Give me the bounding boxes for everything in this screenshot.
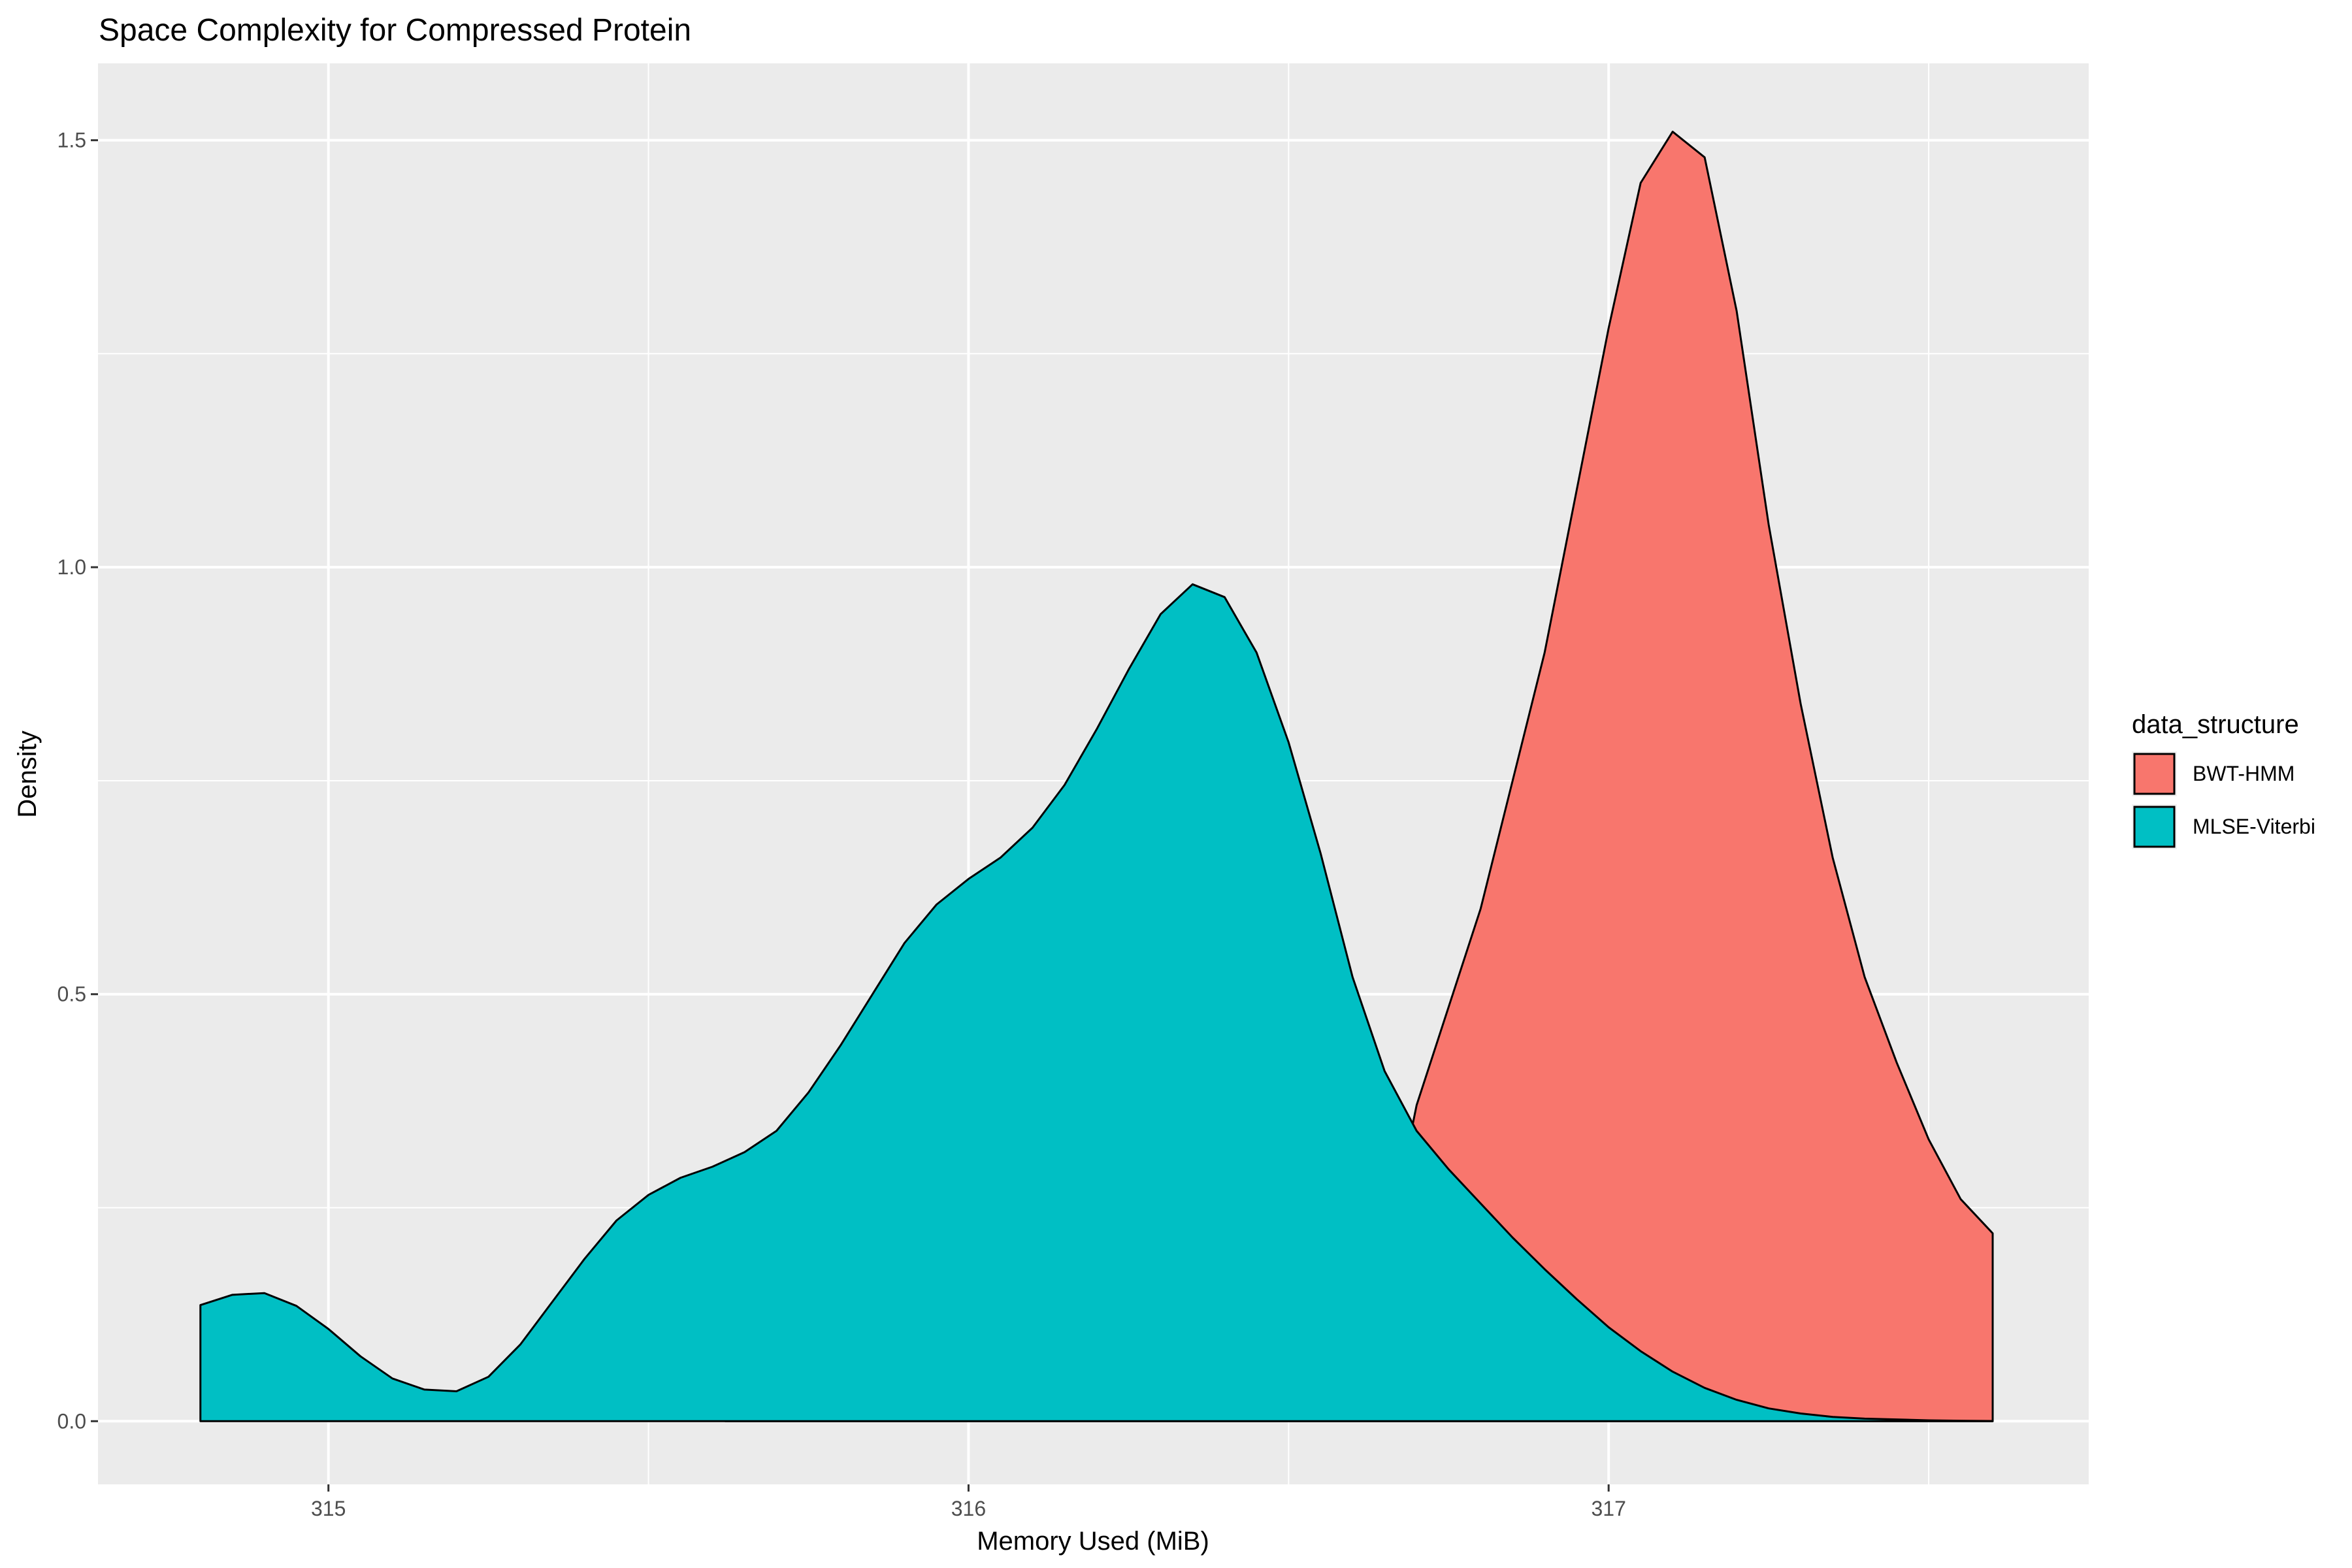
legend-key-swatch — [2133, 753, 2176, 795]
x-tick-label: 315 — [311, 1497, 346, 1520]
legend-label: BWT-HMM — [2193, 762, 2295, 785]
density-area-mlse-viterbi — [199, 583, 1994, 1422]
y-tick-label: 1.5 — [57, 129, 86, 152]
chart-title: Space Complexity for Compressed Protein — [99, 13, 691, 48]
y-tick-label: 1.0 — [57, 555, 86, 579]
x-axis: 315 316 317 — [311, 1484, 1626, 1520]
y-tick-label: 0.0 — [57, 1409, 86, 1433]
x-tick-label: 317 — [1591, 1497, 1625, 1520]
legend-title: data_structure — [2132, 710, 2299, 739]
density-areas — [199, 131, 1994, 1422]
y-tick-label: 0.5 — [57, 983, 86, 1006]
legend-label: MLSE-Viterbi — [2193, 815, 2315, 838]
x-tick-label: 316 — [951, 1497, 986, 1520]
y-axis: 0.0 0.5 1.0 1.5 — [57, 129, 98, 1433]
x-axis-title: Memory Used (MiB) — [977, 1527, 1209, 1556]
legend: data_structure BWT-HMM MLSE-Viterbi — [2132, 710, 2315, 849]
y-axis-title: Density — [13, 730, 42, 817]
legend-key-swatch — [2133, 806, 2176, 848]
